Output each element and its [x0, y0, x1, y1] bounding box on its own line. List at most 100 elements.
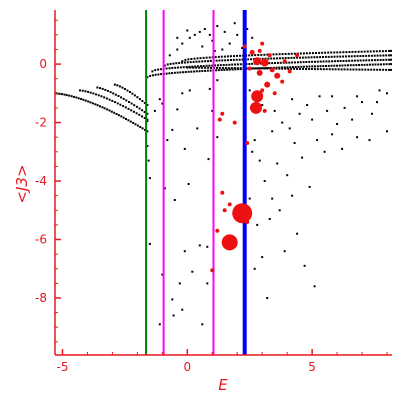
scatter-point — [263, 180, 266, 182]
highlight-point — [210, 268, 215, 273]
scatter-point — [203, 28, 206, 30]
band-point — [290, 67, 293, 70]
scatter-point — [361, 101, 363, 104]
scatter-point — [206, 245, 209, 248]
band-point — [362, 55, 365, 57]
band-point — [388, 63, 391, 66]
scatter-point — [228, 42, 231, 45]
band-point — [278, 53, 281, 56]
band-point — [187, 58, 190, 61]
band-point — [296, 56, 299, 59]
band-point — [334, 68, 337, 71]
band-point — [311, 60, 314, 63]
band-point — [141, 115, 143, 118]
scatter-point — [271, 130, 274, 133]
band-point — [251, 67, 254, 70]
band-point — [382, 68, 385, 71]
band-point — [333, 64, 336, 67]
band-point — [199, 57, 202, 60]
band-point — [281, 57, 284, 60]
band-point — [96, 104, 99, 107]
band-point — [297, 65, 300, 68]
scatter-point — [378, 89, 381, 92]
band-point — [135, 105, 138, 108]
band-point — [219, 64, 222, 67]
band-point — [271, 62, 274, 65]
scatter-point — [291, 194, 294, 197]
scatter-point — [283, 250, 286, 253]
scatter-point — [221, 48, 224, 51]
band-point — [179, 66, 182, 69]
band-point — [296, 61, 299, 64]
band-point — [349, 68, 352, 71]
scatter-point — [253, 139, 256, 142]
band-point — [193, 57, 196, 60]
band-point — [100, 95, 103, 98]
scatter-point — [343, 106, 346, 109]
band-point — [191, 65, 194, 68]
band-point — [284, 67, 287, 70]
band-point — [110, 110, 113, 113]
scatter-point — [183, 250, 186, 253]
highlight-point — [267, 53, 272, 58]
band-point — [294, 61, 296, 64]
band-point — [352, 68, 355, 71]
x-tick-label: 5 — [308, 360, 316, 374]
band-point — [330, 55, 333, 58]
y-tick-label: 0 — [39, 57, 47, 71]
band-point — [181, 60, 184, 63]
band-point — [186, 61, 189, 64]
band-point — [106, 108, 109, 111]
band-point — [381, 50, 384, 53]
scatter-point — [211, 39, 214, 42]
band-point — [130, 109, 133, 112]
band-point — [256, 67, 259, 70]
band-point — [135, 112, 138, 115]
scatter-point — [233, 22, 236, 25]
band-point — [385, 54, 388, 57]
band-point — [124, 106, 127, 109]
band-point — [263, 67, 266, 70]
band-point — [230, 59, 232, 61]
band-point — [287, 57, 290, 59]
band-point — [368, 54, 370, 57]
band-point — [379, 59, 382, 61]
band-point — [165, 72, 168, 75]
highlight-point — [253, 57, 262, 66]
scatter-point — [268, 218, 271, 220]
band-point — [169, 62, 172, 65]
band-point — [127, 119, 130, 122]
band-point — [134, 123, 137, 126]
band-point — [113, 83, 116, 86]
scatter-point — [207, 158, 210, 161]
band-point — [209, 59, 212, 62]
band-point — [308, 52, 311, 55]
highlight-point — [215, 228, 220, 233]
band-point — [330, 64, 333, 67]
band-point — [355, 68, 358, 71]
scatter-point — [171, 128, 174, 131]
highlight-point — [222, 208, 227, 213]
band-point — [99, 105, 101, 108]
band-point — [322, 68, 325, 71]
band-point — [123, 88, 126, 90]
highlight-point — [232, 120, 237, 125]
scatter-point — [371, 112, 373, 115]
band-point — [273, 57, 276, 60]
band-point — [184, 58, 187, 61]
scatter-point — [173, 199, 176, 201]
band-point — [299, 56, 301, 59]
band-point — [192, 66, 195, 69]
band-point — [63, 93, 66, 96]
band-point — [322, 56, 324, 58]
band-point — [133, 104, 136, 107]
band-point — [122, 105, 125, 108]
band-point — [224, 59, 227, 62]
band-point — [324, 55, 327, 58]
band-point — [362, 59, 365, 62]
scatter-point — [176, 48, 179, 51]
band-point — [388, 50, 390, 52]
band-point — [190, 58, 193, 60]
highlight-point — [257, 48, 262, 53]
band-point — [286, 66, 289, 69]
